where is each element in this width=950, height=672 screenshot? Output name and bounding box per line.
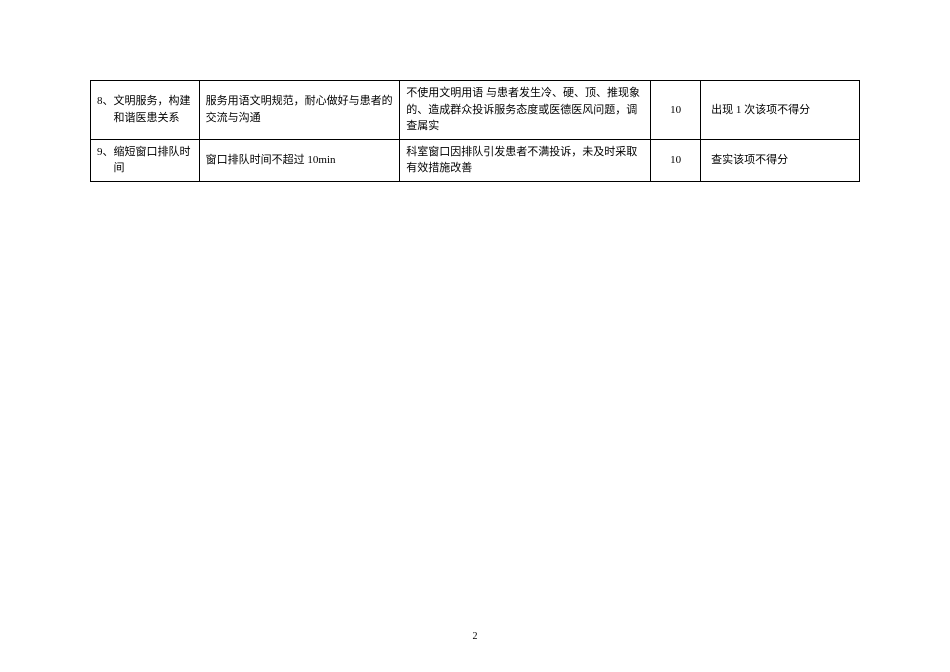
cell-deduction: 出现 1 次该项不得分: [701, 81, 860, 140]
cell-criteria: 不使用文明用语 与患者发生冷、硬、顶、推现象的、造成群众投诉服务态度或医德医风问…: [400, 81, 651, 140]
cell-score: 10: [651, 81, 701, 140]
cell-deduction: 查实该项不得分: [701, 139, 860, 181]
cell-criteria: 科室窗口因排队引发患者不满投诉，未及时采取有效措施改善: [400, 139, 651, 181]
item-text: 9、缩短窗口排队时间: [97, 144, 193, 177]
table-row: 8、文明服务，构建和谐医患关系 服务用语文明规范，耐心做好与患者的交流与沟通 不…: [91, 81, 860, 140]
evaluation-table: 8、文明服务，构建和谐医患关系 服务用语文明规范，耐心做好与患者的交流与沟通 不…: [90, 80, 860, 182]
cell-score: 10: [651, 139, 701, 181]
criteria-text: 科室窗口因排队引发患者不满投诉，未及时采取有效措施改善: [406, 146, 637, 175]
standard-text: 窗口排队时间不超过 10min: [206, 154, 336, 166]
item-text: 8、文明服务，构建和谐医患关系: [97, 93, 193, 126]
deduction-text: 出现 1 次该项不得分: [711, 104, 810, 116]
cell-standard: 服务用语文明规范，耐心做好与患者的交流与沟通: [199, 81, 400, 140]
cell-item: 8、文明服务，构建和谐医患关系: [91, 81, 200, 140]
page-number: 2: [473, 631, 478, 642]
cell-standard: 窗口排队时间不超过 10min: [199, 139, 400, 181]
score-text: 10: [670, 104, 681, 116]
standard-text: 服务用语文明规范，耐心做好与患者的交流与沟通: [206, 95, 393, 124]
page-container: 8、文明服务，构建和谐医患关系 服务用语文明规范，耐心做好与患者的交流与沟通 不…: [0, 0, 950, 182]
cell-item: 9、缩短窗口排队时间: [91, 139, 200, 181]
criteria-text: 不使用文明用语 与患者发生冷、硬、顶、推现象的、造成群众投诉服务态度或医德医风问…: [406, 87, 640, 132]
score-text: 10: [670, 154, 681, 166]
deduction-text: 查实该项不得分: [711, 154, 788, 166]
table-row: 9、缩短窗口排队时间 窗口排队时间不超过 10min 科室窗口因排队引发患者不满…: [91, 139, 860, 181]
